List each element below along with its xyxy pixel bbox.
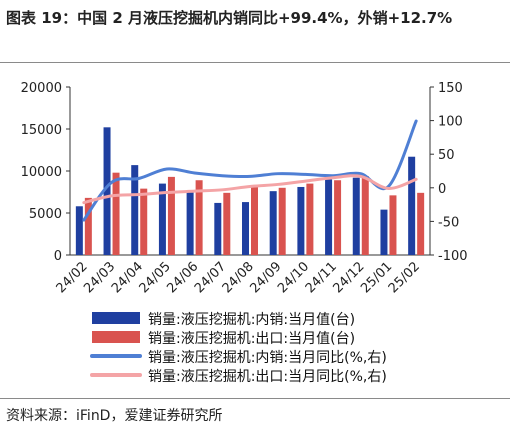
domestic-sales-bar [186, 191, 194, 255]
right-tick-label: 100 [438, 115, 463, 130]
domestic-sales-bar [103, 127, 111, 255]
right-tick-label: 0 [438, 182, 446, 197]
export-sales-bar [140, 188, 148, 255]
export-sales-bar [334, 180, 342, 255]
export-sales-bar [417, 192, 425, 255]
source-note: 资料来源：iFinD，爱建证券研究所 [6, 408, 223, 424]
left-tick-label: 15000 [21, 123, 62, 138]
title-rule [0, 62, 510, 63]
export-sales-bar [251, 186, 258, 255]
right-tick-label: 150 [438, 81, 463, 96]
export-sales-bar [306, 183, 314, 255]
legend-swatch-bar [92, 312, 140, 324]
domestic-sales-bar [352, 177, 360, 255]
domestic-sales-bar [269, 191, 277, 255]
domestic-sales-bar [297, 186, 305, 255]
left-tick-label: 10000 [21, 165, 62, 180]
legend-label: 销量:液压挖掘机:内销:当月同比(%,右) [148, 350, 387, 366]
export-sales-bar [389, 195, 397, 255]
left-tick-label: 0 [54, 249, 62, 264]
domestic-sales-bar [408, 156, 416, 255]
left-tick-label: 5000 [29, 207, 62, 222]
domestic-yoy-line [82, 119, 418, 222]
legend-label: 销量:液压挖掘机:内销:当月值(台) [148, 312, 355, 328]
legend-label: 销量:液压挖掘机:出口:当月值(台) [148, 331, 355, 347]
export-sales-bar [112, 172, 120, 255]
export-sales-bar [195, 180, 203, 255]
chart-canvas: 05000100001500020000-100-5005010015024/0… [21, 81, 468, 385]
export-sales-bar [223, 192, 231, 255]
export-sales-bar [84, 197, 92, 255]
domestic-sales-bar [325, 179, 333, 255]
export-sales-bar [361, 176, 369, 255]
chart-title: 图表 19：中国 2 月液压挖掘机内销同比+99.4%，外销+12.7% [6, 9, 453, 27]
legend-label: 销量:液压挖掘机:出口:当月同比(%,右) [148, 369, 387, 385]
export-sales-bar [278, 187, 286, 255]
source-rule [0, 398, 510, 399]
right-tick-label: -50 [438, 215, 459, 230]
domestic-sales-bar [158, 183, 166, 255]
domestic-sales-bar [131, 165, 139, 255]
domestic-sales-bar [214, 202, 222, 255]
left-tick-label: 20000 [21, 81, 62, 96]
export-yoy-line [82, 174, 418, 205]
domestic-sales-bar [380, 209, 388, 255]
legend-swatch-bar [92, 331, 140, 343]
right-tick-label: -100 [438, 249, 468, 264]
right-tick-label: 50 [438, 148, 455, 163]
x-tick-label: 25/02 [386, 259, 423, 296]
export-sales-bar [167, 176, 175, 255]
domestic-sales-bar [242, 202, 249, 255]
domestic-sales-bar [75, 206, 83, 255]
